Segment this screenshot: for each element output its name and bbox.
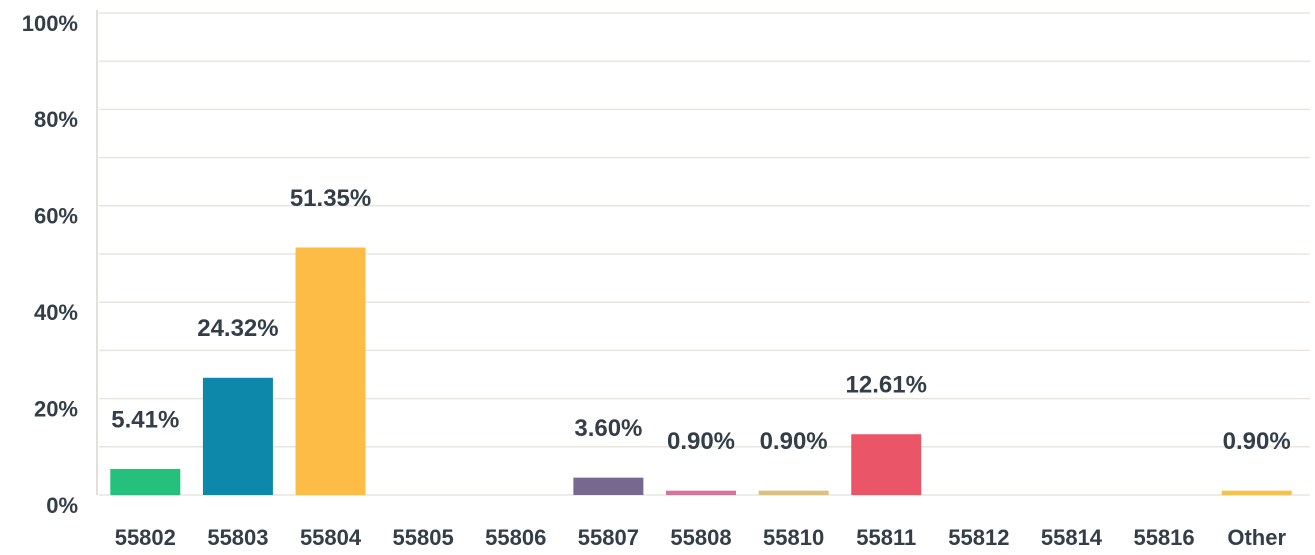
value-label: 51.35% (290, 185, 371, 212)
value-label: 0.90% (760, 428, 828, 455)
x-tick-label: 55810 (763, 525, 824, 550)
bar (295, 247, 366, 495)
y-tick-label: 60% (34, 204, 78, 229)
bar (666, 490, 736, 495)
y-tick-label: 80% (34, 107, 78, 132)
x-tick-label: 55816 (1133, 525, 1194, 550)
x-tick-label: 55803 (207, 525, 268, 550)
value-label: 24.32% (197, 315, 278, 342)
bar (851, 434, 922, 495)
y-tick-label: 100% (22, 11, 78, 36)
value-label: 3.60% (574, 415, 642, 442)
value-label: 5.41% (111, 406, 179, 433)
value-label: 0.90% (667, 428, 735, 455)
x-tick-label: 55814 (1041, 525, 1103, 550)
x-tick-label: Other (1227, 525, 1286, 550)
y-tick-label: 0% (46, 493, 78, 518)
bar (202, 377, 273, 495)
bar (573, 477, 644, 495)
bar (1221, 490, 1292, 495)
y-tick-label: 20% (34, 396, 78, 421)
y-tick-label: 40% (34, 300, 78, 325)
bar (110, 468, 181, 495)
x-tick-label: 55804 (300, 525, 362, 550)
x-tick-label: 55807 (578, 525, 639, 550)
x-tick-label: 55811 (856, 525, 916, 550)
x-tick-label: 55808 (670, 525, 731, 550)
bar (758, 490, 829, 495)
x-tick-label: 55805 (393, 525, 454, 550)
x-tick-label: 55802 (115, 525, 176, 550)
value-label: 12.61% (846, 372, 927, 399)
x-tick-label: 55812 (948, 525, 1009, 550)
x-tick-label: 55806 (485, 525, 546, 550)
value-label: 0.90% (1223, 428, 1291, 455)
